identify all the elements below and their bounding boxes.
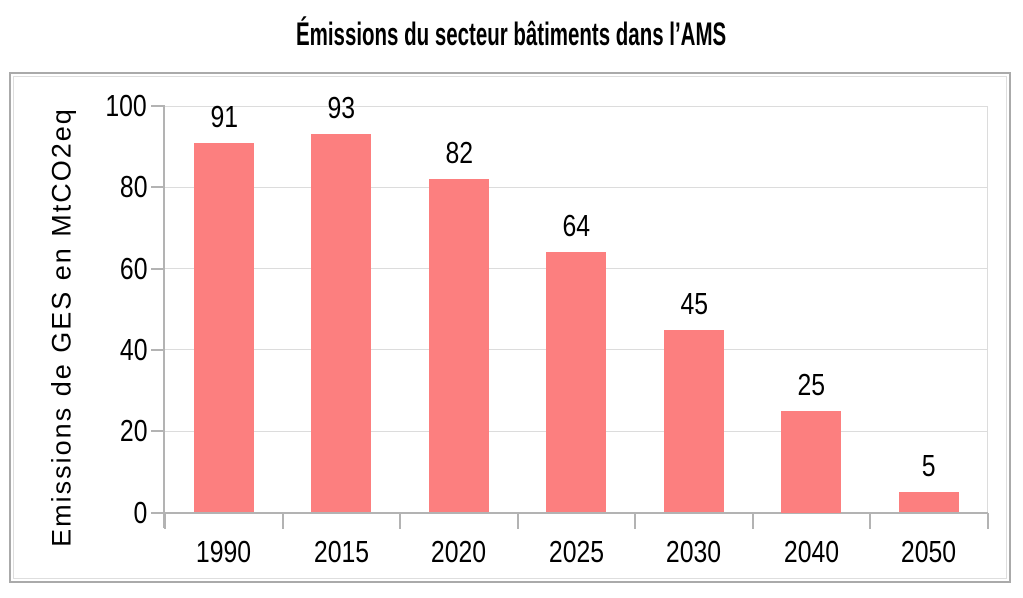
y-tick [151,348,165,351]
x-tick [751,512,754,529]
y-tick [151,105,165,107]
plot-right-edge [986,106,988,513]
x-tick-label-text: 2040 [783,534,839,569]
bar [546,252,607,513]
bar-value-label-text: 82 [444,135,473,171]
x-tick [634,512,636,529]
bar [311,134,372,513]
bar-value-label: 64 [516,210,636,242]
bar-value-label: 25 [751,366,871,402]
x-tick-label-text: 2015 [313,534,369,569]
bar [428,179,489,513]
y-tick-label: 60 [0,250,147,286]
y-tick-label: 20 [0,415,147,447]
bar-value-label-text: 93 [327,90,356,126]
bar-value-label: 93 [281,92,401,124]
bar-value-label-text: 25 [797,366,826,402]
bar-value-label-text: 64 [562,208,591,244]
x-axis-line [151,511,988,514]
chart-frame [9,72,1011,583]
bar [781,410,842,513]
bar-value-label: 5 [869,450,989,482]
x-tick [986,512,989,529]
bar [663,329,724,513]
x-tick-label: 1990 [164,536,284,568]
y-tick-label-text: 40 [119,331,147,367]
y-axis-line [163,106,165,528]
x-tick [869,512,871,529]
chart-title-text: Émissions du secteur bâtiments dans l’AM… [296,16,727,52]
y-tick [151,267,165,270]
y-tick [151,430,165,433]
x-tick-label-text: 2025 [548,534,604,569]
x-tick-label-text: 2020 [431,534,487,569]
y-tick-label-text: 20 [119,413,147,449]
y-tick-label-text: 0 [133,494,147,530]
y-tick-label: 40 [0,331,147,367]
x-tick-label-text: 2050 [901,534,957,569]
y-tick [151,186,165,189]
y-tick-label-text: 60 [119,250,147,286]
bar [193,142,254,513]
y-tick-label: 80 [0,171,147,203]
bar-value-label-text: 91 [209,98,238,134]
x-tick-label-text: 2030 [666,534,722,569]
gridline [165,105,988,107]
y-tick-label: 100 [0,90,147,122]
x-tick [281,512,284,529]
x-tick-label: 2020 [399,536,519,568]
x-tick [516,512,519,529]
y-tick-label: 0 [0,494,147,530]
y-tick [151,511,165,514]
x-tick [399,512,401,529]
chart-frame-inner-border [13,76,1007,579]
gridline [165,186,988,188]
y-tick-label-text: 80 [119,169,147,205]
x-tick-label: 2015 [281,536,401,568]
x-tick-label-text: 1990 [196,534,252,569]
chart-title: Émissions du secteur bâtiments dans l’AM… [0,16,1023,53]
x-tick-label: 2040 [751,536,871,568]
bar-value-label-text: 45 [679,285,708,321]
bar [898,492,959,513]
bar-value-label: 45 [634,285,754,321]
bar-value-label-text: 5 [921,448,936,484]
bar-value-label: 91 [164,98,284,134]
x-tick-label: 2030 [634,536,754,568]
bar-value-label: 82 [399,137,519,169]
y-tick-label-text: 100 [105,88,147,123]
x-tick-label: 2025 [516,536,636,568]
x-tick [164,512,166,529]
x-tick-label: 2050 [869,536,989,568]
